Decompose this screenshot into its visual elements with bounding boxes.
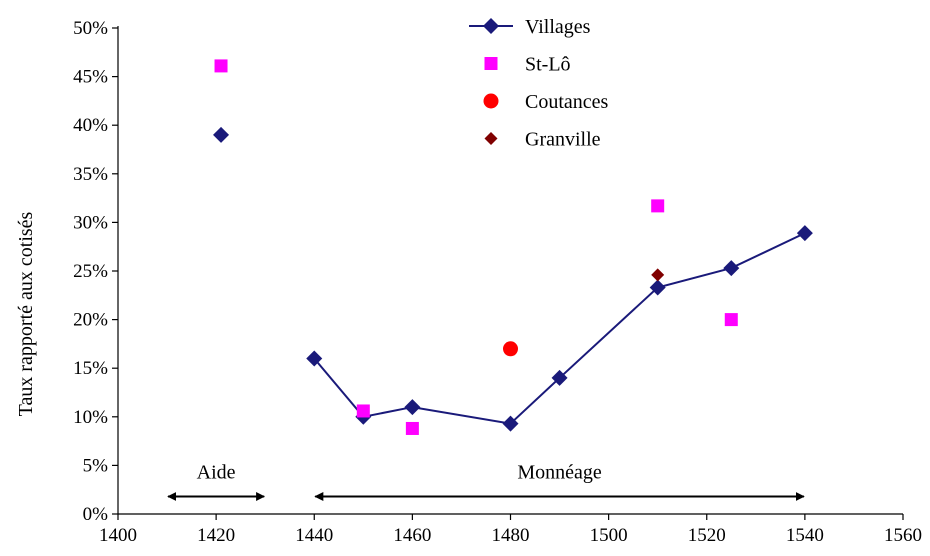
data-point (356, 404, 370, 418)
x-tick-label: 1500 (590, 525, 628, 546)
annotation-label: Aide (197, 462, 236, 484)
legend-label: Coutances (525, 91, 609, 113)
y-tick-label: 25% (73, 261, 108, 282)
data-point (404, 399, 421, 416)
y-tick-label: 40% (73, 115, 108, 136)
series-2 (503, 341, 518, 357)
data-point (503, 341, 518, 357)
data-point (214, 59, 228, 73)
data-point (651, 268, 665, 282)
legend-item: Granville (484, 129, 601, 151)
data-point (551, 369, 568, 386)
legend-marker (484, 132, 498, 145)
plot-area (213, 59, 813, 435)
series-0 (213, 126, 813, 432)
x-tick-label: 1460 (393, 525, 431, 546)
x-tick-label: 1440 (295, 525, 333, 546)
data-point (649, 279, 666, 296)
legend-label: Granville (525, 129, 601, 151)
data-point (306, 350, 323, 367)
y-tick-label: 45% (73, 67, 108, 88)
axes: 0% 5% 10% 15% 20% 25% 30% 35% 40% 45% 50% 1400 1420 1… (73, 18, 922, 546)
legend-marker (483, 18, 499, 34)
legend: Villages St-Lô Coutances Granville (469, 16, 609, 151)
y-tick-label: 35% (73, 164, 108, 185)
y-tick-label: 30% (73, 212, 108, 233)
series-1 (214, 59, 738, 435)
y-tick-label: 5% (83, 455, 109, 476)
y-tick-label: 50% (73, 18, 108, 39)
y-axis-title: Taux rapporté aux cotisés (15, 211, 37, 416)
series-3 (651, 268, 665, 282)
data-point (796, 225, 813, 242)
legend-label: St-Lô (525, 54, 571, 76)
y-tick-label: 15% (73, 358, 108, 379)
x-tick-label: 1560 (884, 525, 922, 546)
data-point (213, 126, 230, 143)
x-tick-label: 1420 (197, 525, 235, 546)
legend-label: Villages (525, 16, 591, 38)
data-point (651, 199, 665, 213)
legend-item: Coutances (483, 91, 609, 113)
y-tick-label: 0% (83, 504, 109, 525)
data-point (405, 421, 419, 435)
data-point (723, 260, 740, 277)
x-tick-label: 1480 (492, 525, 530, 546)
legend-marker (483, 93, 499, 109)
y-tick-label: 20% (73, 310, 108, 331)
annotations: Aide Monnéage (167, 462, 805, 502)
series-line (313, 232, 806, 425)
data-point (502, 415, 519, 432)
legend-marker (484, 57, 498, 70)
annotation-label: Monnéage (517, 462, 602, 484)
x-tick-label: 1400 (99, 525, 137, 546)
y-tick-label: 10% (73, 407, 108, 428)
x-tick-label: 1520 (688, 525, 726, 546)
data-point (724, 313, 738, 327)
legend-item: Villages (469, 16, 591, 38)
x-tick-label: 1540 (786, 525, 824, 546)
legend-item: St-Lô (484, 54, 571, 76)
